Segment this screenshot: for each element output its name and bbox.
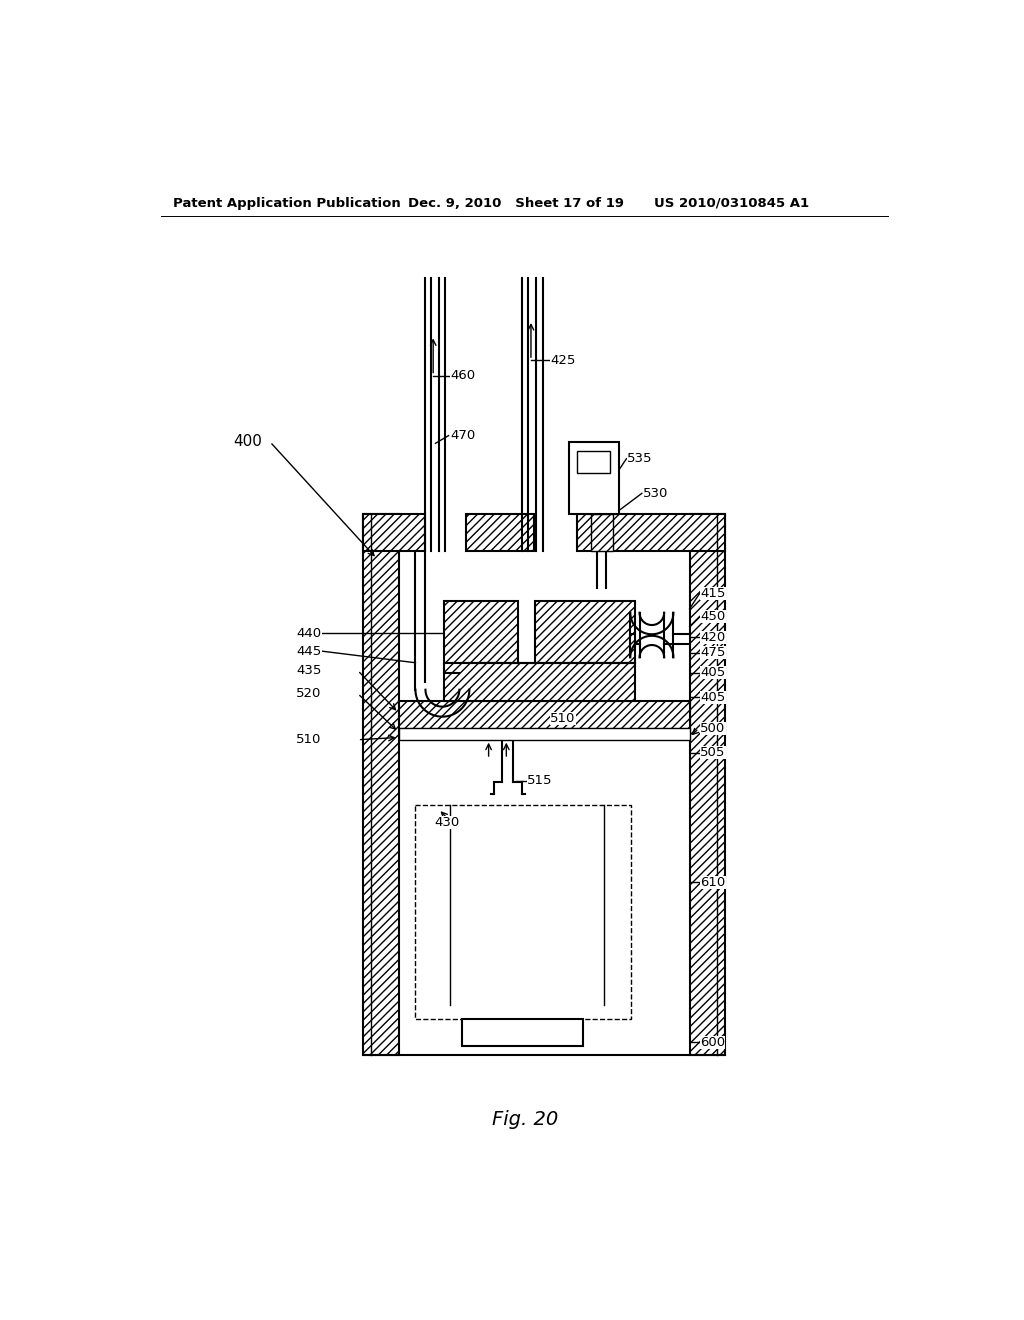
Bar xyxy=(578,451,609,473)
Text: 600: 600 xyxy=(700,1036,725,1049)
Text: 425: 425 xyxy=(550,354,575,367)
Bar xyxy=(689,515,725,1056)
Bar xyxy=(591,515,612,552)
Text: 420: 420 xyxy=(700,631,726,644)
Text: Fig. 20: Fig. 20 xyxy=(492,1110,558,1129)
Bar xyxy=(398,701,689,729)
Text: 470: 470 xyxy=(451,429,475,442)
Text: Dec. 9, 2010   Sheet 17 of 19: Dec. 9, 2010 Sheet 17 of 19 xyxy=(408,197,624,210)
Text: 415: 415 xyxy=(700,587,726,601)
Text: 520: 520 xyxy=(296,686,322,700)
Text: Patent Application Publication: Patent Application Publication xyxy=(173,197,400,210)
Bar xyxy=(364,515,398,1056)
Bar xyxy=(444,601,518,663)
Bar xyxy=(462,1019,584,1047)
Bar xyxy=(569,442,618,513)
Text: 405: 405 xyxy=(700,667,726,680)
Text: 515: 515 xyxy=(527,774,553,787)
Text: 440: 440 xyxy=(296,627,322,640)
Text: 500: 500 xyxy=(700,722,726,735)
Text: 610: 610 xyxy=(700,875,726,888)
Bar xyxy=(398,729,689,739)
Text: 405: 405 xyxy=(700,690,726,704)
Bar xyxy=(535,601,635,663)
Text: 535: 535 xyxy=(628,453,652,465)
Bar xyxy=(364,515,425,552)
Bar xyxy=(466,515,535,552)
Text: 450: 450 xyxy=(700,610,726,623)
Text: 435: 435 xyxy=(296,664,322,677)
Text: 430: 430 xyxy=(434,816,459,829)
Text: US 2010/0310845 A1: US 2010/0310845 A1 xyxy=(654,197,809,210)
Text: 445: 445 xyxy=(296,644,322,657)
Bar xyxy=(578,515,725,552)
Bar xyxy=(444,663,635,701)
Text: 505: 505 xyxy=(700,746,726,759)
Text: 460: 460 xyxy=(451,370,475,381)
Text: 475: 475 xyxy=(700,647,726,659)
Text: 510: 510 xyxy=(550,713,575,726)
Text: 400: 400 xyxy=(233,434,262,449)
Text: 530: 530 xyxy=(643,487,668,500)
Text: 510: 510 xyxy=(296,733,322,746)
Bar xyxy=(416,805,631,1019)
